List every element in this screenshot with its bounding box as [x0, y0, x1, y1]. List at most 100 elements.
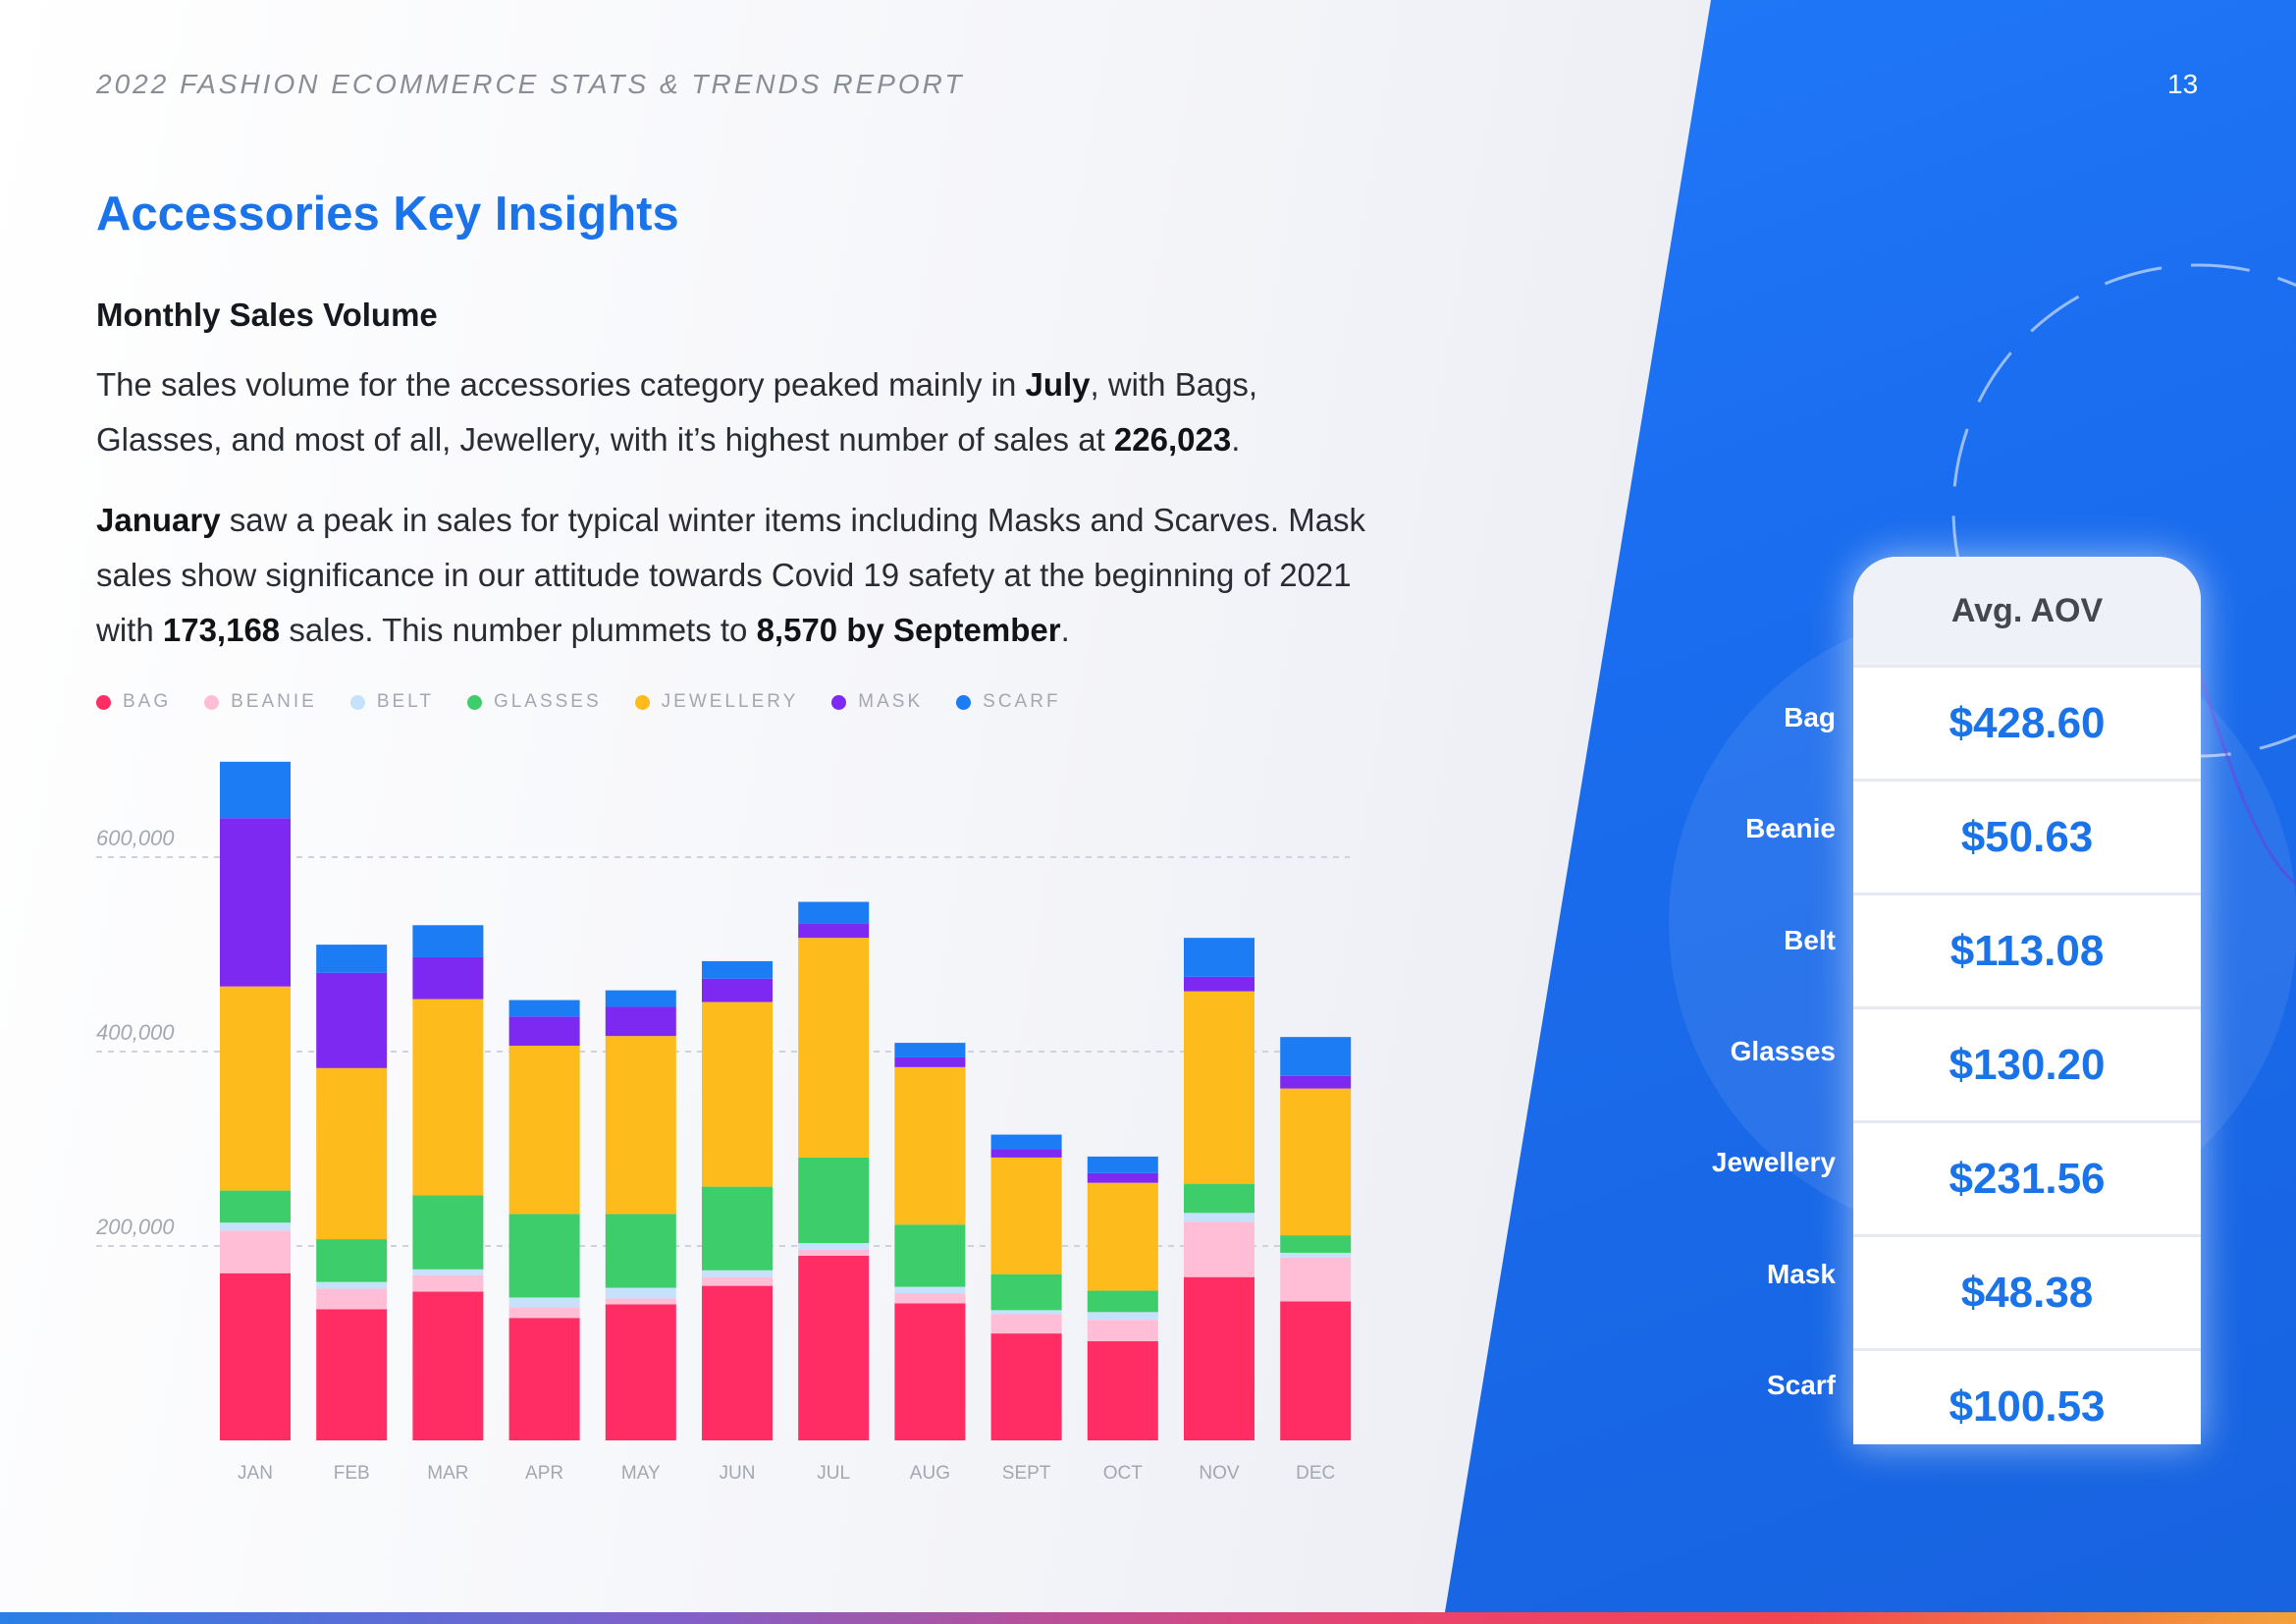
bar-segment-glasses-jan — [220, 1190, 291, 1223]
aov-card: Avg. AOV $428.60 $50.63 $113.08 $130.20 … — [1853, 557, 2201, 1444]
legend-dot — [956, 694, 972, 710]
purple-arc — [2187, 637, 2296, 886]
legend-label: BAG — [123, 691, 172, 712]
bar-segment-mask-aug — [894, 1056, 966, 1067]
paragraph-july-peak: The sales volume for the accessories cat… — [96, 357, 1392, 467]
x-tick-label: JAN — [238, 1463, 273, 1484]
aov-value-beanie: $50.63 — [1853, 779, 2201, 893]
bar-segment-jewellery-mar — [412, 999, 484, 1196]
bar-segment-jewellery-jan — [220, 986, 291, 1191]
aov-label-glasses: Glasses — [1730, 1036, 1836, 1066]
aov-label-bag: Bag — [1784, 702, 1836, 732]
bar-segment-belt-may — [605, 1287, 676, 1299]
x-tick-label: SEPT — [1002, 1463, 1051, 1484]
bold-span: January — [96, 502, 221, 538]
legend-item-scarf: SCARF — [956, 691, 1060, 713]
page-number: 13 — [2167, 69, 2199, 99]
bar-segment-scarf-oct — [1087, 1156, 1158, 1173]
bar-segment-beanie-may — [605, 1298, 676, 1305]
bar-segment-glasses-mar — [412, 1195, 484, 1270]
bar-segment-beanie-sept — [990, 1314, 1062, 1334]
bar-segment-scarf-mar — [412, 925, 484, 957]
bar-segment-belt-dec — [1280, 1252, 1352, 1258]
bar-segment-mask-sept — [990, 1149, 1062, 1158]
bar-segment-jewellery-nov — [1184, 991, 1255, 1184]
bar-segment-scarf-jul — [798, 901, 870, 924]
bar-segment-glasses-nov — [1184, 1183, 1255, 1214]
bar-segment-bag-oct — [1087, 1341, 1158, 1440]
bold-span: 226,023 — [1113, 421, 1232, 458]
legend-dot — [831, 694, 847, 710]
legend-label: MASK — [858, 691, 924, 712]
bar-segment-mask-jul — [798, 923, 870, 939]
bar-segment-scarf-sept — [990, 1134, 1062, 1150]
bar-segment-scarf-dec — [1280, 1037, 1352, 1076]
x-tick-label: APR — [525, 1463, 563, 1484]
paragraph-january-peak: January saw a peak in sales for typical … — [96, 493, 1392, 658]
legend-item-jewellery: JEWELLERY — [634, 691, 799, 713]
bar-segment-belt-jul — [798, 1243, 870, 1250]
y-tick-label: 200,000 — [95, 1215, 175, 1239]
x-tick-label: MAR — [427, 1463, 468, 1484]
bar-segment-scarf-aug — [894, 1043, 966, 1057]
aov-label-mask: Mask — [1766, 1259, 1836, 1289]
text-span: sales. This number plummets to — [280, 612, 757, 648]
aov-label-scarf: Scarf — [1766, 1370, 1836, 1400]
bar-segment-glasses-dec — [1280, 1235, 1352, 1253]
bar-segment-bag-may — [605, 1304, 676, 1440]
bar-segment-belt-apr — [508, 1297, 580, 1308]
bar-segment-glasses-aug — [894, 1224, 966, 1287]
bar-segment-beanie-jan — [220, 1230, 291, 1273]
page-title: Accessories Key Insights — [96, 188, 679, 241]
bar-segment-glasses-apr — [508, 1214, 580, 1298]
bar-segment-jewellery-sept — [990, 1157, 1062, 1274]
bar-segment-scarf-jan — [220, 761, 291, 819]
bar-segment-beanie-oct — [1087, 1320, 1158, 1342]
bar-segment-mask-nov — [1184, 976, 1255, 992]
bar-segment-jewellery-apr — [508, 1046, 580, 1215]
legend-dot — [466, 694, 482, 710]
legend-item-belt: BELT — [349, 691, 434, 713]
aov-label-beanie: Beanie — [1745, 813, 1836, 843]
bar-segment-beanie-jun — [702, 1276, 773, 1286]
bar-segment-bag-jun — [702, 1285, 773, 1440]
bar-segment-mask-mar — [412, 956, 484, 1000]
bold-span: July — [1025, 366, 1091, 403]
bar-segment-scarf-nov — [1184, 938, 1255, 977]
text-span: . — [1060, 612, 1070, 648]
aov-value-glasses: $130.20 — [1853, 1006, 2201, 1120]
aov-value-jewellery: $231.56 — [1853, 1120, 2201, 1234]
bar-segment-belt-oct — [1087, 1312, 1158, 1321]
aov-label-belt: Belt — [1784, 925, 1836, 955]
bar-segment-belt-mar — [412, 1269, 484, 1275]
aov-label-jewellery: Jewellery — [1711, 1147, 1836, 1177]
x-tick-label: NOV — [1199, 1463, 1240, 1484]
text-span: The sales volume for the accessories cat… — [96, 366, 1026, 403]
x-tick-label: DEC — [1296, 1463, 1335, 1484]
bar-segment-jewellery-jul — [798, 938, 870, 1158]
bar-segment-glasses-oct — [1087, 1290, 1158, 1313]
chart-legend: BAG BEANIE BELT GLASSES JEWELLERY MASK S… — [96, 687, 1061, 717]
bar-segment-beanie-dec — [1280, 1257, 1352, 1302]
legend-item-mask: MASK — [831, 691, 923, 713]
legend-label: GLASSES — [493, 691, 602, 712]
bar-segment-beanie-jul — [798, 1249, 870, 1256]
bar-segment-bag-jan — [220, 1272, 291, 1440]
y-tick-label: 600,000 — [96, 826, 175, 850]
bar-segment-scarf-feb — [316, 945, 388, 973]
x-tick-label: JUN — [720, 1463, 756, 1484]
bar-segment-bag-aug — [894, 1303, 966, 1440]
legend-label: BELT — [376, 691, 434, 712]
bar-segment-bag-apr — [508, 1318, 580, 1440]
legend-item-glasses: GLASSES — [466, 691, 602, 713]
bar-segment-glasses-jul — [798, 1157, 870, 1244]
bar-segment-scarf-apr — [508, 1000, 580, 1017]
bar-segment-mask-jan — [220, 818, 291, 987]
bar-segment-jewellery-may — [605, 1036, 676, 1215]
x-tick-label: MAY — [621, 1463, 661, 1484]
bar-segment-beanie-aug — [894, 1293, 966, 1304]
bar-segment-belt-aug — [894, 1286, 966, 1294]
bar-segment-beanie-apr — [508, 1307, 580, 1319]
bold-span: 173,168 — [162, 612, 281, 648]
section-subtitle: Monthly Sales Volume — [96, 297, 438, 333]
